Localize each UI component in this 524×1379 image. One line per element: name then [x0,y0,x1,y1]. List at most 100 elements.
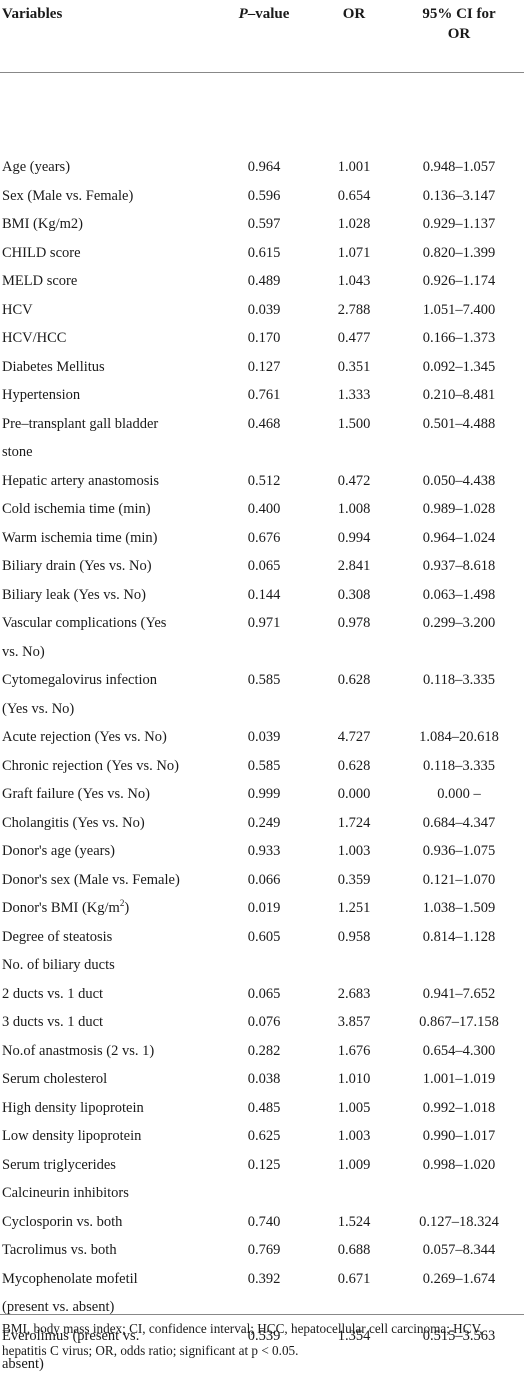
row-variable-text: Chronic rejection (Yes vs. No) [2,757,179,774]
row-variable: Chronic rejection (Yes vs. No) [0,752,214,781]
row-variable-text-continued: vs. No) [2,643,45,660]
row-variable-text: Warm ischemia time (min) [2,529,158,546]
row-variable-text: MELD score [2,273,78,289]
row-odds-ratio: 2.841 [337,558,371,574]
row-odds-ratio: 1.028 [337,216,371,232]
row-odds-ratio: 1.005 [337,1099,371,1116]
header-ci-line2: OR [447,26,471,42]
row-odds-ratio [314,1179,394,1208]
row-variable-text-continued: (Yes vs. No) [2,700,75,717]
table-row: 3 ducts vs. 1 duct 0.076 3.857 0.867–17.158 [0,1008,524,1037]
row-p-value: 0.485 [247,1099,281,1116]
table-row: BMI (Kg/m2) 0.597 1.028 0.929–1.137 [0,210,524,239]
row-odds-ratio: 1.676 [337,1042,371,1059]
table-row: Hepatic artery anastomosis 0.512 0.472 0.05… [0,467,524,496]
row-odds-ratio: 0.978 [337,615,371,631]
table-row: Everolimus (present vs. absent) 0.539 1.354… [0,1322,524,1379]
row-p-value: 0.400 [247,501,281,517]
header-ci: 95% CI for OR [394,0,524,72]
row-variable: Mycophenolate mofetil (present vs. absent… [0,1265,214,1322]
row-odds-ratio: 1.500 [337,415,371,432]
row-odds-ratio: 0.628 [337,757,371,774]
table-row: Cytomegalovirus infection (Yes vs. No) 0.5… [0,666,524,723]
row-variable-text: HCV [2,301,33,318]
row-variable-text: Biliary drain (Yes vs. No) [2,558,152,574]
row-variable-text: Cytomegalovirus infection [2,672,158,688]
row-variable-text: Vascular complications (Yes [2,615,167,631]
row-p-value: 0.625 [247,1128,281,1144]
table-row: Low density lipoprotein 0.625 1.003 0.990–1… [0,1122,524,1151]
row-confidence-interval: 0.654–4.300 [422,1042,496,1059]
row-confidence-interval: 0.118–3.335 [423,672,495,688]
table-row: Calcineurin inhibitors [0,1179,524,1208]
table-footnote: BMI, body mass index; CI, confidence int… [0,1314,524,1362]
row-variable: Cold ischemia time (min) [0,495,214,524]
row-p-value: 0.971 [247,615,281,631]
row-variable: No.of anastmosis (2 vs. 1) [0,1037,214,1066]
row-confidence-interval: 0.867–17.158 [419,1014,499,1030]
row-variable-text: Diabetes Mellitus [2,358,105,375]
row-variable-text: Graft failure (Yes vs. No) [2,786,150,802]
row-variable-text: 3 ducts vs. 1 duct [2,1014,104,1030]
row-p-value: 0.065 [247,985,281,1002]
table-row: Graft failure (Yes vs. No) 0.999 0.000 0.00… [0,780,524,809]
row-p-value: 0.615 [247,244,281,261]
row-p-value: 0.489 [247,273,281,289]
row-odds-ratio: 1.003 [337,1128,371,1144]
row-odds-ratio: 1.010 [337,1071,371,1087]
row-variable-text: Hepatic artery anastomosis [2,472,160,489]
row-odds-ratio: 0.671 [337,1270,371,1287]
row-p-value: 0.039 [247,729,281,745]
row-confidence-interval [394,1179,524,1208]
row-confidence-interval: 0.136–3.147 [422,187,496,204]
table-row: Warm ischemia time (min) 0.676 0.994 0.964–… [0,524,524,553]
row-p-value: 0.282 [247,1042,281,1059]
row-variable-text: Sex (Male vs. Female) [2,187,134,204]
row-p-value: 0.125 [247,1156,281,1173]
row-confidence-interval: 0.990–1.017 [422,1128,496,1144]
row-confidence-interval: 0.118–3.335 [423,757,495,774]
row-variable-text-continued: stone [2,444,33,460]
table-row: Cold ischemia time (min) 0.400 1.008 0.989–… [0,495,524,524]
row-p-value: 0.740 [247,1213,281,1230]
row-confidence-interval: 0.501–4.488 [422,415,496,432]
row-variable: HCV/HCC [0,324,214,353]
row-confidence-interval: 0.127–18.324 [419,1213,499,1230]
row-odds-ratio: 0.958 [337,928,371,945]
header-p-rest: –value [247,6,290,22]
row-confidence-interval [394,951,524,980]
row-p-value [214,1179,314,1208]
row-variable-text: Tacrolimus vs. both [2,1242,117,1258]
row-odds-ratio: 1.001 [337,159,371,175]
row-variable: Vascular complications (Yes vs. No) [0,609,214,666]
row-variable: HCV [0,296,214,325]
table-row: Donor's age (years) 0.933 1.003 0.936–1.075 [0,837,524,866]
row-variable: Cholangitis (Yes vs. No) [0,809,214,838]
row-confidence-interval: 0.814–1.128 [422,928,496,945]
table-row: Serum cholesterol 0.038 1.010 1.001–1.019 [0,1065,524,1094]
header-or: OR [342,6,366,22]
row-variable: Age (years) [0,144,214,182]
row-p-value: 0.065 [247,558,281,574]
row-odds-ratio: 1.724 [337,814,371,831]
row-p-value: 0.076 [247,1014,281,1030]
table-row: Biliary leak (Yes vs. No) 0.144 0.308 0.063… [0,581,524,610]
row-confidence-interval: 1.001–1.019 [422,1071,496,1087]
row-odds-ratio: 0.351 [337,358,371,375]
row-odds-ratio: 1.524 [337,1213,371,1230]
row-p-value: 0.039 [247,301,281,318]
table-row: Vascular complications (Yes vs. No) 0.971 0… [0,609,524,666]
row-variable: Calcineurin inhibitors [0,1179,214,1208]
row-odds-ratio: 1.009 [337,1156,371,1173]
row-p-value: 0.512 [247,472,281,489]
row-p-value: 0.539 [247,1327,281,1344]
table-row: Cyclosporin vs. both 0.740 1.524 0.127–18.3… [0,1208,524,1237]
row-odds-ratio: 1.251 [337,900,371,916]
row-p-value: 0.933 [247,843,281,859]
row-odds-ratio: 0.472 [337,472,371,489]
row-variable: Low density lipoprotein [0,1122,214,1151]
table-row: Chronic rejection (Yes vs. No) 0.585 0.628… [0,752,524,781]
row-odds-ratio: 1.071 [337,244,371,261]
